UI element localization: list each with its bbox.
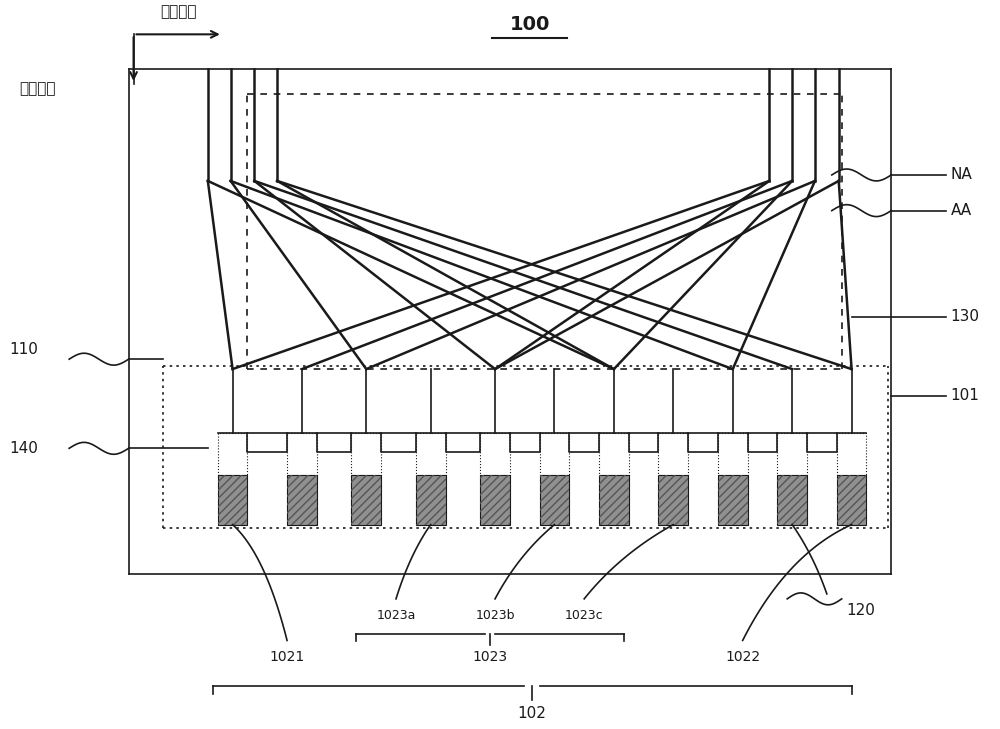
Bar xyxy=(480,475,510,525)
Text: 101: 101 xyxy=(951,389,980,403)
Bar xyxy=(287,434,317,475)
Bar xyxy=(540,475,569,525)
Bar xyxy=(777,434,807,475)
Bar xyxy=(718,475,748,525)
Bar xyxy=(287,475,317,525)
Bar xyxy=(480,434,510,475)
Text: 第一方向: 第一方向 xyxy=(160,4,196,20)
Bar xyxy=(351,475,381,525)
Bar xyxy=(658,434,688,475)
Text: 110: 110 xyxy=(10,342,39,356)
Text: 100: 100 xyxy=(510,15,550,34)
Text: 1021: 1021 xyxy=(269,650,305,664)
Bar xyxy=(718,475,748,525)
Bar xyxy=(658,475,688,525)
Bar xyxy=(540,475,569,525)
Bar xyxy=(416,434,446,475)
Text: 第二方向: 第二方向 xyxy=(20,82,56,96)
Text: AA: AA xyxy=(951,203,972,218)
Text: 140: 140 xyxy=(10,441,39,456)
Bar xyxy=(599,434,629,475)
Bar xyxy=(658,475,688,525)
Bar xyxy=(416,475,446,525)
Text: 1023: 1023 xyxy=(473,650,508,664)
Bar xyxy=(287,475,317,525)
Text: 1023b: 1023b xyxy=(475,609,515,622)
Text: 1023a: 1023a xyxy=(376,609,416,622)
Bar xyxy=(218,434,247,475)
Bar xyxy=(837,475,866,525)
Bar xyxy=(599,475,629,525)
Bar xyxy=(599,475,629,525)
Bar xyxy=(416,475,446,525)
Bar xyxy=(837,434,866,475)
Bar xyxy=(351,475,381,525)
Bar xyxy=(218,475,247,525)
Bar xyxy=(777,475,807,525)
Bar xyxy=(837,475,866,525)
Bar xyxy=(540,434,569,475)
Text: 1023c: 1023c xyxy=(565,609,603,622)
Text: 102: 102 xyxy=(518,706,547,721)
Bar xyxy=(218,475,247,525)
Text: 1022: 1022 xyxy=(725,650,760,664)
Bar xyxy=(480,475,510,525)
Bar xyxy=(777,475,807,525)
Bar xyxy=(351,434,381,475)
Text: 120: 120 xyxy=(847,603,876,618)
Text: NA: NA xyxy=(951,168,972,182)
Text: 130: 130 xyxy=(951,309,980,324)
Bar xyxy=(718,434,748,475)
